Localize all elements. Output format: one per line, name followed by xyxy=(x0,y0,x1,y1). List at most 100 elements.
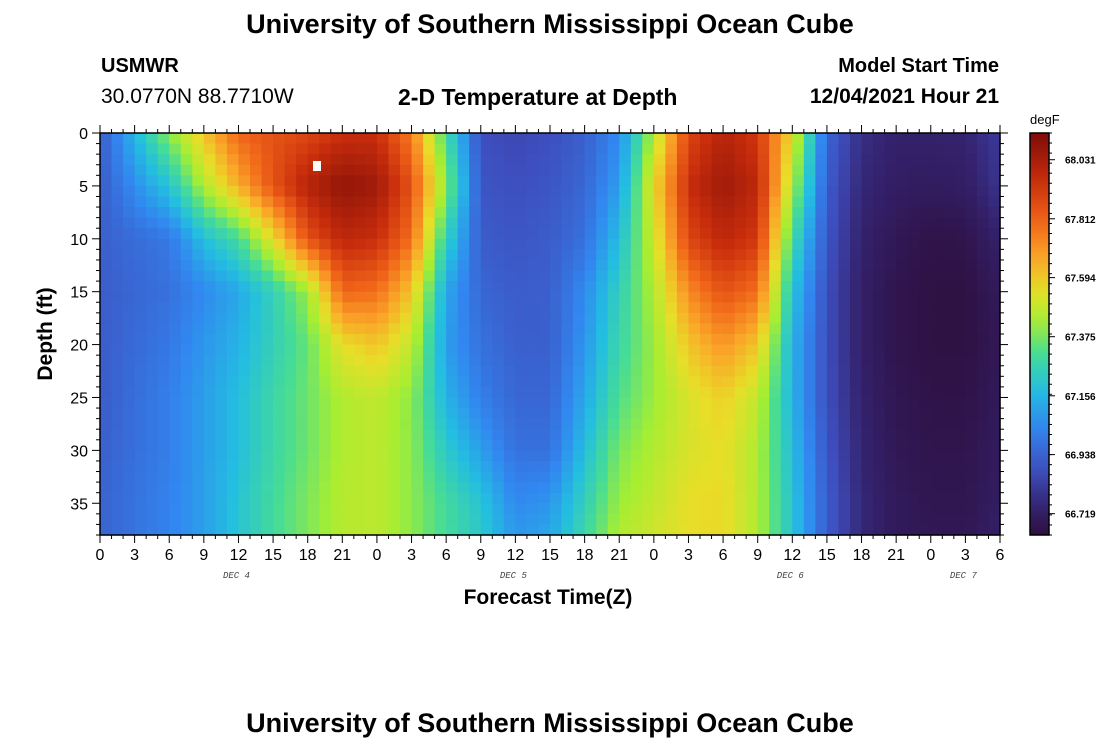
heatmap-cell xyxy=(838,460,851,473)
heatmap-cell xyxy=(307,376,320,388)
heatmap-cell xyxy=(492,397,505,409)
heatmap-cell xyxy=(515,249,528,261)
heatmap-cell xyxy=(942,164,955,176)
heatmap-cell xyxy=(780,270,793,282)
heatmap-cell xyxy=(100,143,113,155)
heatmap-cell xyxy=(169,408,182,420)
model-start-time: 12/04/2021 Hour 21 xyxy=(809,85,999,108)
heatmap-cell xyxy=(746,355,759,367)
heatmap-cell xyxy=(169,460,182,473)
heatmap-cell xyxy=(250,334,263,346)
heatmap-cell xyxy=(169,312,182,325)
heatmap-cell xyxy=(688,492,701,504)
heatmap-cell xyxy=(434,133,447,145)
heatmap-cell xyxy=(215,344,228,356)
heatmap-cell xyxy=(192,259,205,272)
heatmap-cell xyxy=(780,217,793,229)
heatmap-cell xyxy=(423,513,436,526)
heatmap-cell xyxy=(873,471,886,483)
heatmap-cell xyxy=(226,429,240,441)
heatmap-cell xyxy=(976,513,990,526)
heatmap-cell xyxy=(192,397,205,409)
heatmap-cell xyxy=(273,259,286,272)
heatmap-cell xyxy=(584,302,597,314)
heatmap-cell xyxy=(884,249,897,261)
heatmap-cell xyxy=(988,439,1001,451)
heatmap-cell xyxy=(503,312,516,325)
heatmap-cell xyxy=(215,503,228,515)
heatmap-cell xyxy=(157,492,170,504)
heatmap-cell xyxy=(976,450,990,462)
heatmap-cell xyxy=(630,281,643,293)
heatmap-cell xyxy=(411,450,424,462)
heatmap-cell xyxy=(584,238,597,250)
heatmap-cell xyxy=(538,238,551,250)
heatmap-cell xyxy=(515,344,528,356)
heatmap-cell xyxy=(700,503,713,515)
heatmap-cell xyxy=(123,259,136,272)
heatmap-cell xyxy=(538,323,551,335)
heatmap-cell xyxy=(919,259,932,272)
heatmap-cell xyxy=(953,133,966,145)
heatmap-cell xyxy=(642,291,655,303)
heatmap-cell xyxy=(284,249,297,261)
heatmap-cell xyxy=(803,492,816,504)
y-tick-label: 0 xyxy=(79,126,88,143)
heatmap-cell xyxy=(469,185,482,198)
heatmap-cell xyxy=(134,344,147,356)
heatmap-cell xyxy=(665,143,678,155)
heatmap-cell xyxy=(273,217,286,229)
heatmap-cell xyxy=(884,259,897,272)
heatmap-cell xyxy=(134,175,147,187)
heatmap-cell xyxy=(607,365,620,377)
heatmap-cell xyxy=(123,524,136,536)
heatmap-cell xyxy=(434,185,447,198)
heatmap-cell xyxy=(584,334,597,346)
heatmap-cell xyxy=(919,471,932,483)
heatmap-cell xyxy=(896,492,909,504)
heatmap-cell xyxy=(584,397,597,409)
heatmap-cell xyxy=(561,217,574,229)
heatmap-cell xyxy=(711,513,724,526)
heatmap-cell xyxy=(515,133,528,145)
heatmap-cell xyxy=(930,503,943,515)
heatmap-cell xyxy=(423,291,436,303)
heatmap-cell xyxy=(746,238,759,250)
heatmap-cell xyxy=(815,355,828,367)
heatmap-cell xyxy=(919,323,932,335)
heatmap-cell xyxy=(965,270,978,282)
heatmap-cell xyxy=(573,524,586,536)
heatmap-cell xyxy=(319,513,332,526)
heatmap-cell xyxy=(873,450,886,462)
heatmap-cell xyxy=(284,217,297,229)
heatmap-cell xyxy=(550,207,563,219)
heatmap-cell xyxy=(446,365,459,377)
heatmap-cell xyxy=(526,207,540,219)
heatmap-cell xyxy=(584,281,597,293)
heatmap-cell xyxy=(123,492,136,504)
heatmap-cell xyxy=(930,482,943,494)
heatmap-cell xyxy=(953,408,966,420)
heatmap-cell xyxy=(573,460,586,473)
heatmap-cell xyxy=(123,196,136,208)
heatmap-cell xyxy=(226,344,240,356)
heatmap-cell xyxy=(769,471,782,483)
heatmap-cell xyxy=(123,207,136,219)
heatmap-cell xyxy=(965,355,978,367)
heatmap-cell xyxy=(896,196,909,208)
heatmap-cell xyxy=(376,408,390,420)
heatmap-cell xyxy=(826,524,840,536)
heatmap-cell xyxy=(238,281,251,293)
heatmap-cell xyxy=(353,471,366,483)
heatmap-cell xyxy=(365,334,378,346)
heatmap-cell xyxy=(469,302,482,314)
heatmap-cell xyxy=(769,228,782,240)
heatmap-cell xyxy=(296,164,309,176)
heatmap-cell xyxy=(423,312,436,325)
heatmap-cell xyxy=(907,460,920,473)
heatmap-cell xyxy=(976,503,990,515)
heatmap-cell xyxy=(884,291,897,303)
heatmap-cell xyxy=(434,450,447,462)
heatmap-cell xyxy=(319,217,332,229)
heatmap-cell xyxy=(238,386,251,399)
